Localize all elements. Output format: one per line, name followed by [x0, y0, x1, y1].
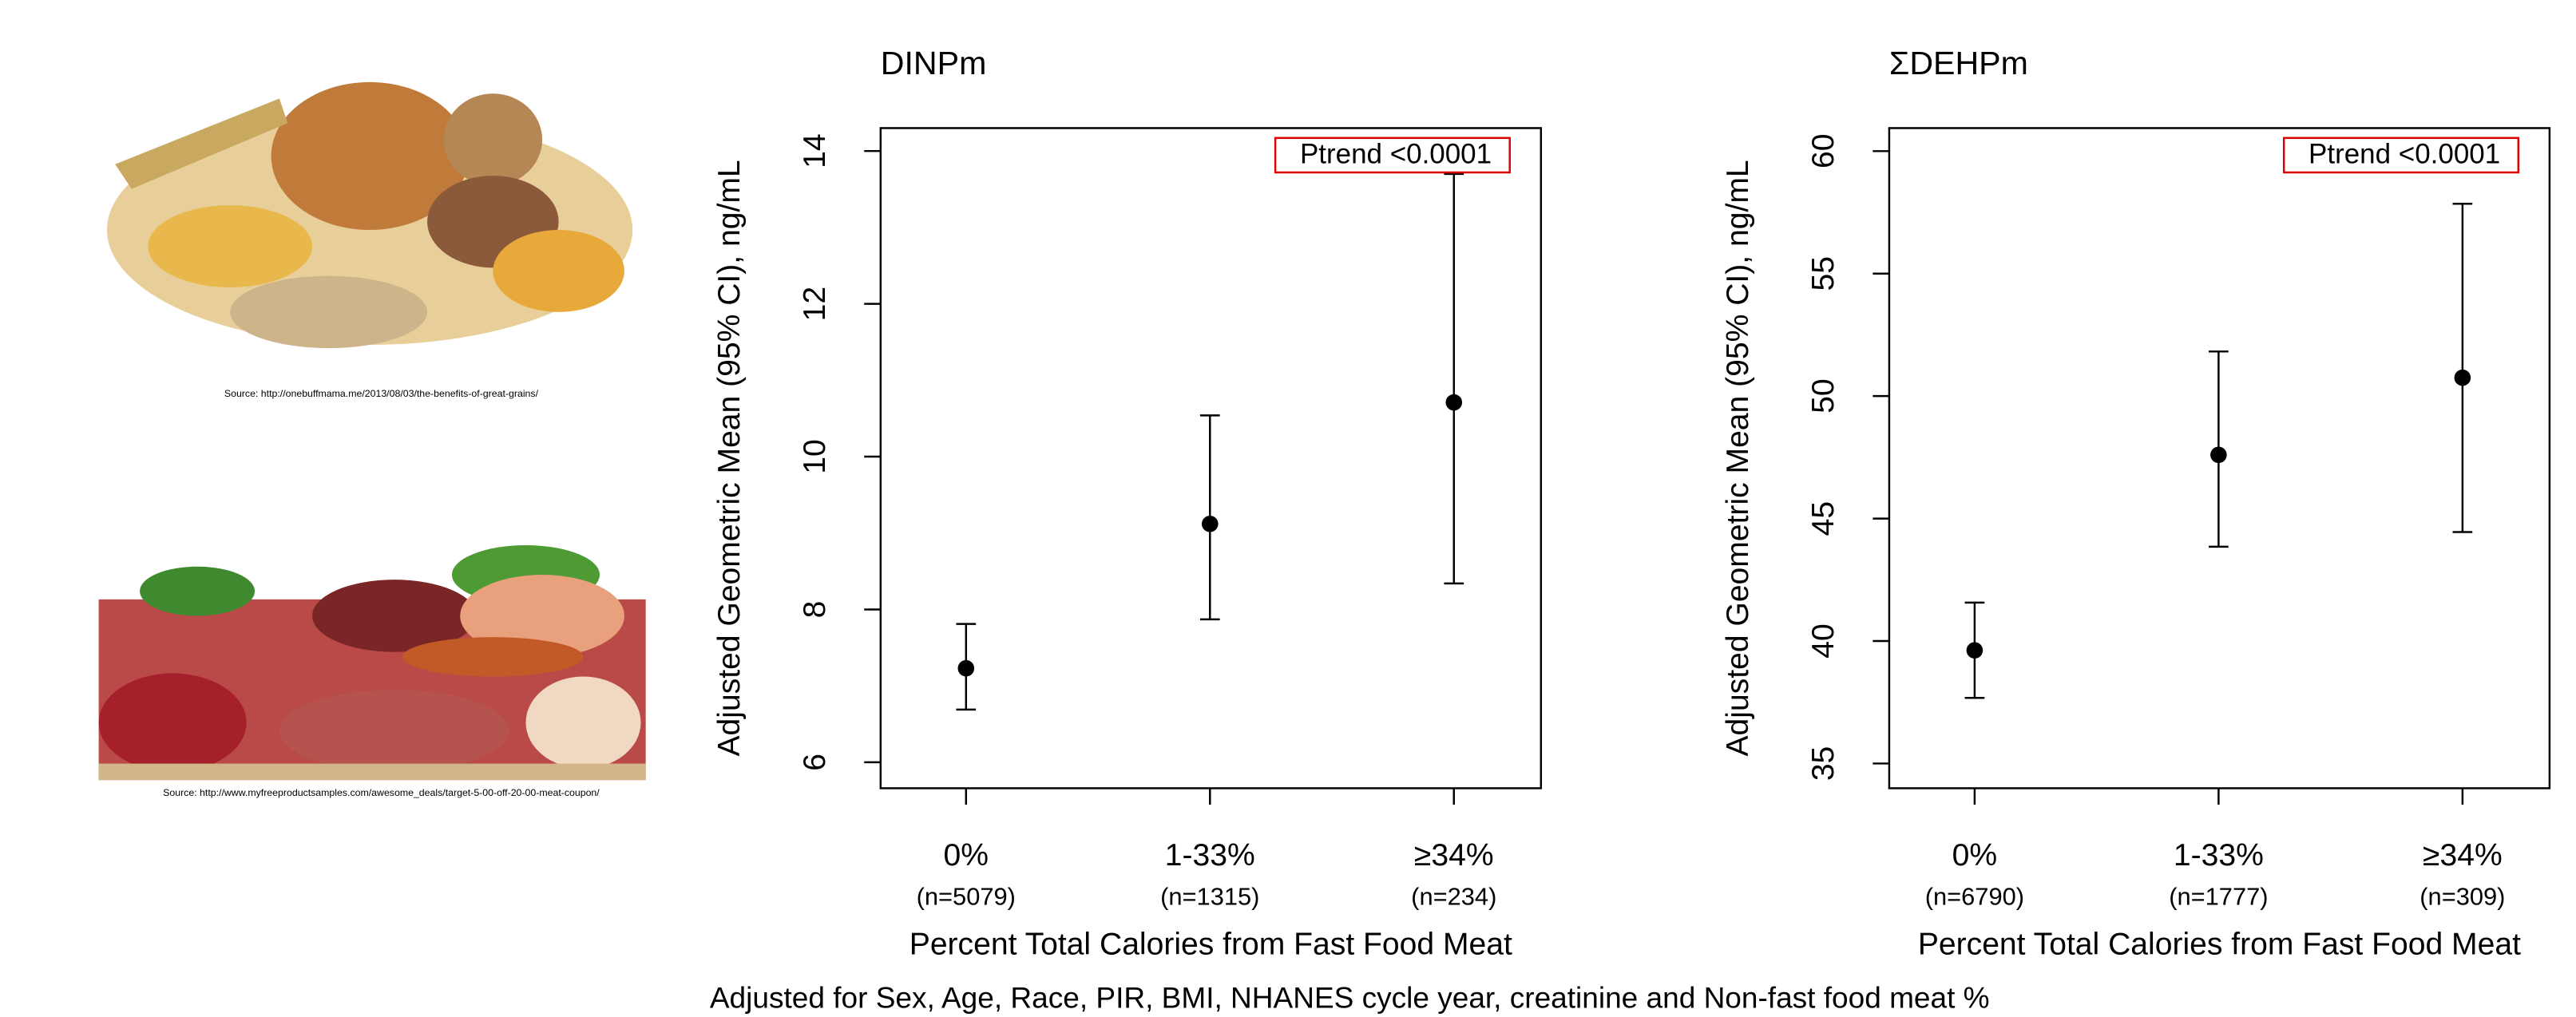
- category-note: (n=6790): [1925, 882, 2024, 910]
- x-tick-label: 0%: [944, 838, 989, 873]
- y-tick-label: 14: [798, 133, 832, 168]
- point: [2210, 446, 2227, 464]
- y-axis-label: Adjusted Geometric Mean (95% CI), ng/mL: [712, 160, 747, 756]
- y-tick-label: 45: [1806, 501, 1841, 536]
- x-tick-label: ≥34%: [2423, 838, 2503, 873]
- footnote: Adjusted for Sex, Age, Race, PIR, BMI, N…: [710, 981, 1990, 1015]
- y-tick-label: 35: [1806, 746, 1841, 781]
- point: [1445, 394, 1463, 411]
- y-tick-label: 12: [798, 287, 832, 321]
- x-tick-label: 1-33%: [2174, 838, 2264, 873]
- x-axis-label: Percent Total Calories from Fast Food Me…: [910, 927, 1512, 961]
- y-tick-label: 60: [1806, 134, 1841, 168]
- point: [1966, 642, 1984, 659]
- point: [957, 659, 975, 677]
- point: [2454, 369, 2471, 386]
- x-tick-label: ≥34%: [1414, 838, 1494, 873]
- x-axis-label: Percent Total Calories from Fast Food Me…: [1918, 927, 2521, 961]
- image-caption: Source: http://www.myfreeproductsamples.…: [163, 787, 600, 798]
- p-trend-box: [1274, 137, 1511, 174]
- y-axis-label: Adjusted Geometric Mean (95% CI), ng/mL: [1721, 160, 1755, 756]
- p-trend: Ptrend <0.0001: [1300, 139, 1492, 170]
- category-note: (n=1315): [1160, 882, 1259, 910]
- category-note: (n=5079): [917, 882, 1016, 910]
- p-trend-box: [2282, 137, 2520, 174]
- chart-title: ΣDEHPm: [1889, 45, 2028, 81]
- x-tick-label: 0%: [1952, 838, 1997, 873]
- x-tick-label: 1-33%: [1165, 838, 1255, 873]
- category-note: (n=1777): [2169, 882, 2268, 910]
- category-note: (n=309): [2419, 882, 2505, 910]
- y-tick-label: 55: [1806, 256, 1841, 291]
- point: [1201, 515, 1219, 532]
- grains-picture: [106, 81, 633, 349]
- y-tick-label: 6: [798, 754, 832, 771]
- image-caption: Source: http://onebuffmama.me/2013/08/03…: [224, 388, 539, 399]
- p-trend: Ptrend <0.0001: [2308, 139, 2500, 170]
- y-tick-label: 8: [798, 601, 832, 619]
- category-note: (n=234): [1411, 882, 1496, 910]
- y-tick-label: 50: [1806, 378, 1841, 413]
- chart-title: DINPm: [881, 45, 987, 81]
- meat-picture: [98, 544, 646, 781]
- y-tick-label: 40: [1806, 623, 1841, 658]
- y-tick-label: 10: [798, 439, 832, 473]
